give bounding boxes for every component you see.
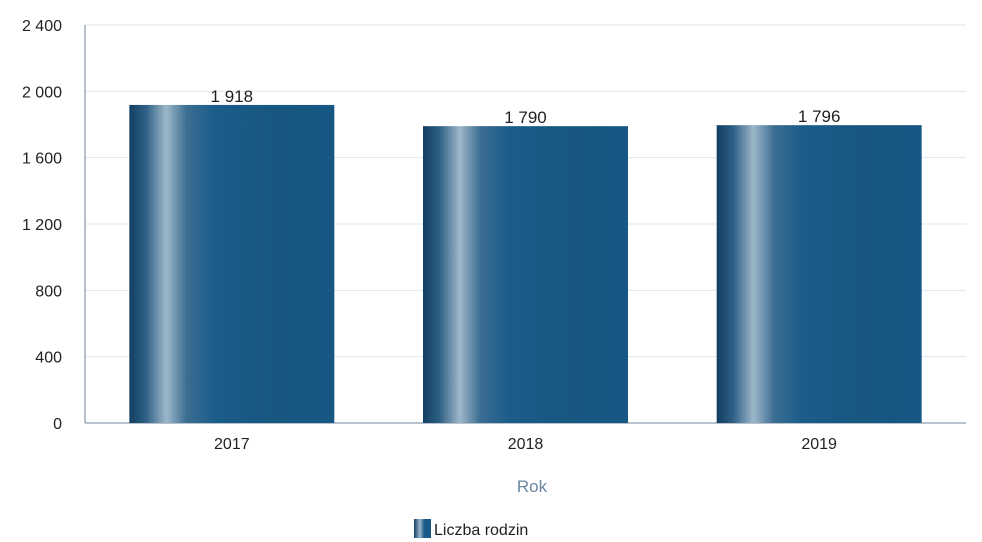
y-tick-label: 400 [35,350,62,367]
y-tick-label: 2 400 [22,18,62,35]
data-label: 1 918 [211,87,254,106]
y-tick-label: 1 200 [22,217,62,234]
bar [716,125,922,423]
bar [129,104,335,423]
y-tick-label: 800 [35,283,62,300]
legend-label: Liczba rodzin [434,522,528,539]
x-tick-label: 2019 [801,436,837,453]
y-tick-label: 0 [53,416,62,433]
data-label: 1 796 [798,107,841,126]
bar [423,126,628,424]
y-tick-label: 2 000 [22,84,62,101]
x-axis-title: Rok [517,477,548,496]
x-tick-label: 2018 [508,436,544,453]
y-tick-label: 1 600 [22,151,62,168]
x-tick-label: 2017 [214,436,250,453]
legend-swatch [414,519,431,538]
data-label: 1 790 [504,108,547,127]
